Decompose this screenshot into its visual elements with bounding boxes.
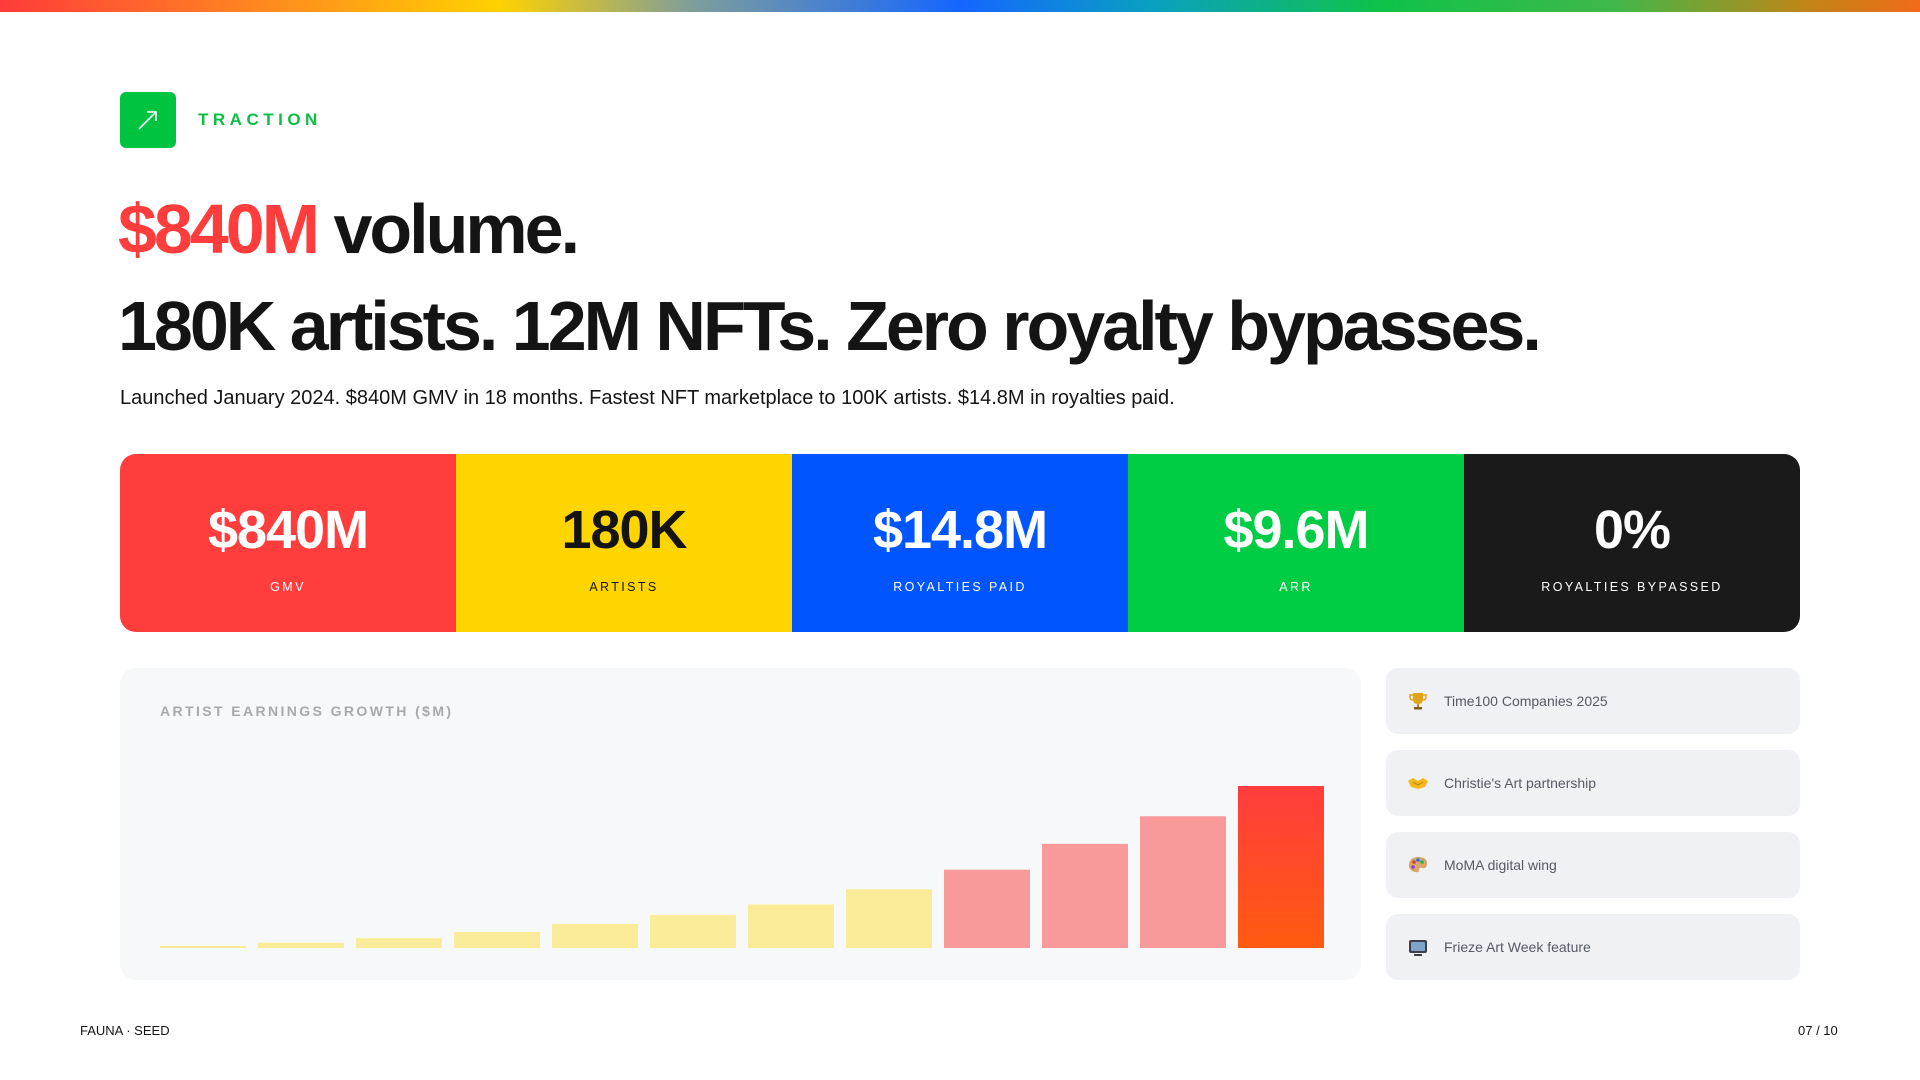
chart-bar — [258, 942, 344, 948]
chart-bar — [160, 946, 246, 948]
stat-artists: 180K ARTISTS — [456, 454, 792, 632]
badge-text: Time100 Companies 2025 — [1444, 693, 1608, 709]
stat-label: GMV — [270, 580, 306, 594]
chart-bar — [1140, 816, 1226, 948]
subheadline: Launched January 2024. $840M GMV in 18 m… — [120, 387, 1175, 409]
stat-arr: $9.6M ARR — [1128, 454, 1464, 632]
chart-bar — [846, 889, 932, 948]
chart-bar — [650, 915, 736, 948]
stat-label: ROYALTIES PAID — [893, 580, 1027, 594]
stat-label: ARTISTS — [589, 580, 659, 594]
chart-bar — [944, 869, 1030, 948]
badge-item: Time100 Companies 2025 — [1386, 668, 1800, 734]
headline-accent: $840M — [118, 190, 320, 268]
chart-title: ARTIST EARNINGS GROWTH ($M) — [160, 703, 454, 719]
earnings-chart-card: ARTIST EARNINGS GROWTH ($M) — [120, 668, 1361, 980]
headline-line-2: 180K artists. 12M NFTs. Zero royalty byp… — [118, 287, 1542, 365]
gradient-top-bar — [0, 0, 1920, 12]
earnings-bar-chart — [160, 786, 1324, 948]
stat-label: ROYALTIES BYPASSED — [1541, 580, 1723, 594]
handshake-icon — [1406, 771, 1430, 795]
badge-text: Christie's Art partnership — [1444, 775, 1597, 791]
badge-item: Christie's Art partnership — [1386, 750, 1800, 816]
badge-text: MoMA digital wing — [1444, 857, 1557, 873]
stat-value: $14.8M — [872, 500, 1048, 560]
stat-gmv: $840M GMV — [120, 454, 456, 632]
chart-bar — [1042, 843, 1128, 948]
headline-rest: volume. — [317, 190, 580, 268]
chart-bar — [356, 938, 442, 948]
stat-value: $9.6M — [1223, 500, 1369, 560]
trending-arrow-icon — [120, 92, 176, 148]
section-label: TRACTION — [198, 110, 322, 129]
stat-value: 180K — [561, 500, 687, 560]
recognition-list: Time100 Companies 2025 Christie's Art pa… — [1386, 668, 1800, 996]
badge-item: MoMA digital wing — [1386, 832, 1800, 898]
stat-label: ARR — [1279, 580, 1313, 594]
footer-company: FAUNA · SEED — [80, 1023, 170, 1038]
tv-icon — [1406, 935, 1430, 959]
footer-page-number: 07 / 10 — [1798, 1023, 1838, 1038]
chart-bar — [552, 923, 638, 948]
stat-royalties-bypassed: 0% ROYALTIES BYPASSED — [1464, 454, 1800, 632]
headline-line-1: $840M volume. — [118, 188, 580, 270]
stat-value: $840M — [207, 500, 369, 560]
badge-item: Frieze Art Week feature — [1386, 914, 1800, 980]
section-tag: TRACTION — [120, 92, 322, 148]
stats-strip: $840M GMV 180K ARTISTS $14.8M ROYALTIES … — [120, 454, 1800, 632]
stat-royalties-paid: $14.8M ROYALTIES PAID — [792, 454, 1128, 632]
stat-value: 0% — [1593, 500, 1671, 560]
badge-text: Frieze Art Week feature — [1444, 939, 1591, 955]
palette-icon — [1406, 853, 1430, 877]
chart-bar — [748, 904, 834, 948]
chart-bar — [1238, 786, 1324, 948]
trophy-icon — [1406, 689, 1430, 713]
chart-bar — [454, 931, 540, 948]
